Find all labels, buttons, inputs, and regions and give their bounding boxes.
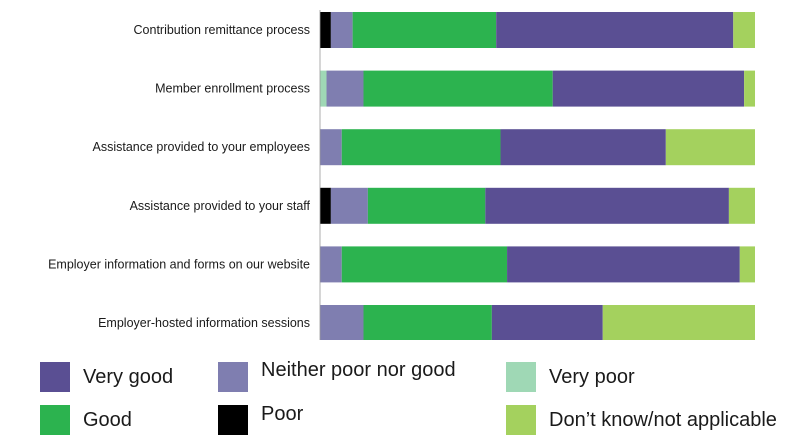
bar-segment <box>341 246 508 283</box>
bars-layer <box>320 12 756 340</box>
legend-swatch <box>506 362 536 392</box>
legend-label: Don’t know/not applicable <box>549 408 777 431</box>
bar-segment <box>744 70 756 107</box>
category-label: Employer information and forms on our we… <box>48 257 310 271</box>
bar-segment <box>363 70 553 107</box>
bar-segment <box>739 246 755 283</box>
legend-item-poor: Poor <box>218 402 304 435</box>
legend-item-good: Good <box>40 405 132 435</box>
legend-label: Very poor <box>549 365 635 388</box>
category-label: Employer-hosted information sessions <box>98 316 310 330</box>
legend-item-dont-know: Don’t know/not applicable <box>506 405 777 435</box>
bar-segment <box>320 70 327 107</box>
legend-swatch <box>506 405 536 435</box>
legend-label: Very good <box>83 365 174 388</box>
bar-segment <box>320 305 364 340</box>
bar-segment <box>665 129 755 166</box>
legend-swatch <box>218 405 248 435</box>
bar-segment <box>733 12 755 48</box>
bar-segment <box>330 12 353 48</box>
legend-label: Poor <box>261 402 304 425</box>
bar-segment <box>367 187 486 224</box>
legend-swatch <box>40 362 70 392</box>
bar-segment <box>320 246 342 283</box>
bar-segment <box>363 305 492 340</box>
bar-segment <box>326 70 364 107</box>
x-axis: 0%20%40%60%80%100% <box>319 10 321 340</box>
category-label: Member enrollment process <box>155 82 310 96</box>
stacked-bar-chart: Contribution remittance process Member en… <box>48 10 756 340</box>
legend-swatch <box>40 405 70 435</box>
bar-segment <box>320 12 331 48</box>
category-label: Assistance provided to your staff <box>130 199 311 213</box>
legend-swatch <box>218 362 248 392</box>
legend-label: Good <box>83 408 132 431</box>
bar-segment <box>352 12 497 48</box>
bar-segment <box>602 305 755 340</box>
bar-segment <box>507 246 740 283</box>
bar-segment <box>320 187 331 224</box>
bar-segment <box>320 129 342 166</box>
bar-segment <box>552 70 745 107</box>
bar-segment <box>728 187 755 224</box>
category-labels: Contribution remittance process Member en… <box>48 23 310 330</box>
category-label: Assistance provided to your employees <box>93 140 310 154</box>
bar-segment <box>496 12 734 48</box>
bar-segment <box>500 129 666 166</box>
legend-label: Neither poor nor good <box>261 358 456 381</box>
bar-segment <box>485 187 729 224</box>
legend-item-very-good: Very good <box>40 362 173 392</box>
category-label: Contribution remittance process <box>134 23 310 37</box>
bar-segment <box>491 305 603 340</box>
legend-item-neither: Neither poor nor good <box>218 358 456 392</box>
bar-segment <box>341 129 501 166</box>
bar-segment <box>330 187 368 224</box>
legend-item-very-poor: Very poor <box>506 362 635 392</box>
